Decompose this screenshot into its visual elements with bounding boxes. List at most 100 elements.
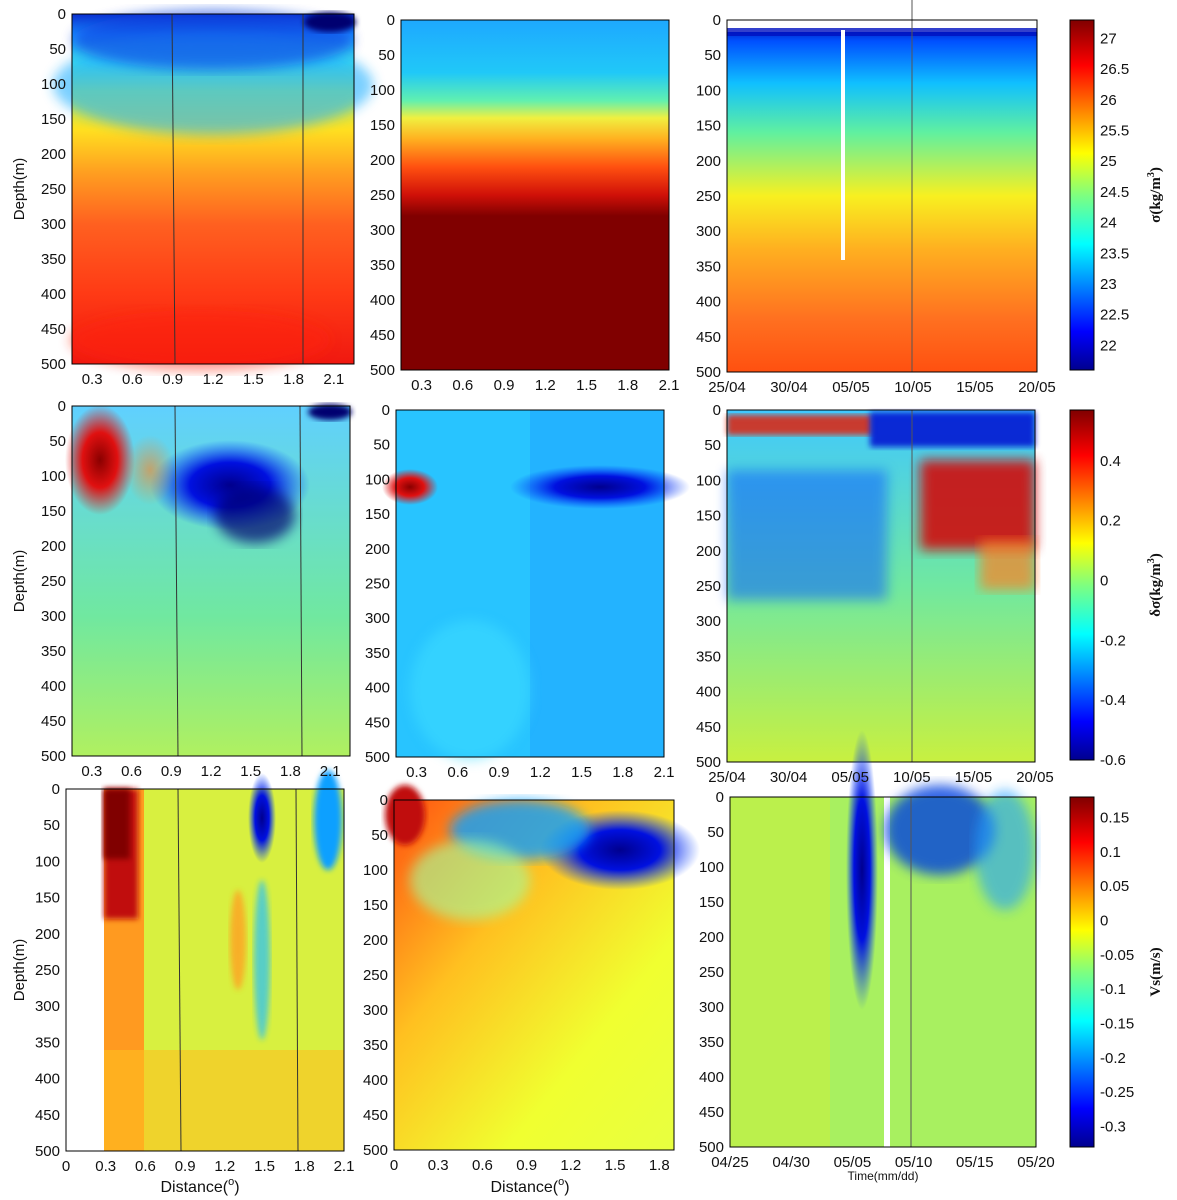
x-tick-label: 1.8 xyxy=(617,377,638,394)
y-tick-label: 300 xyxy=(370,222,395,239)
x-tick-label: 1.5 xyxy=(254,1158,275,1175)
colorbar-tick-label: 0 xyxy=(1100,913,1108,930)
x-tick-label: 0.6 xyxy=(135,1158,156,1175)
x-tick-label: 20/05 xyxy=(1018,379,1056,396)
xlabel-time: Time(mm/dd) xyxy=(848,1169,919,1183)
y-tick-label: 150 xyxy=(696,118,721,135)
y-tick-label: 350 xyxy=(35,1034,60,1051)
x-tick-label: 1.8 xyxy=(283,371,304,388)
x-tick-label: 1.8 xyxy=(294,1158,315,1175)
y-tick-label: 200 xyxy=(41,538,66,555)
x-tick-label: 30/04 xyxy=(770,379,808,396)
x-tick-label: 0.3 xyxy=(406,764,427,781)
y-tick-label: 150 xyxy=(699,894,724,911)
y-tick-label: 350 xyxy=(365,645,390,662)
x-tick-label: 04/25 xyxy=(711,1154,749,1171)
x-tick-label: 04/30 xyxy=(772,1154,810,1171)
x-tick-label: 0.9 xyxy=(494,377,515,394)
x-tick-label: 1.5 xyxy=(571,764,592,781)
y-tick-label: 150 xyxy=(696,508,721,525)
x-tick-label: 0.3 xyxy=(82,371,103,388)
x-tick-label: 1.2 xyxy=(203,371,224,388)
x-tick-label: 1.8 xyxy=(612,764,633,781)
y-tick-label: 200 xyxy=(363,932,388,949)
y-tick-label: 400 xyxy=(35,1071,60,1088)
y-tick-label: 300 xyxy=(41,608,66,625)
xlabel-distance-middle: Distance(o) xyxy=(490,1176,569,1196)
x-tick-label: 0 xyxy=(62,1158,70,1175)
y-tick-label: 0 xyxy=(380,792,388,809)
y-tick-label: 0 xyxy=(58,398,66,415)
y-tick-label: 200 xyxy=(696,543,721,560)
y-tick-label: 450 xyxy=(370,327,395,344)
y-tick-label: 0 xyxy=(58,6,66,23)
x-tick-label: 10/05 xyxy=(893,769,931,786)
x-tick-label: 1.5 xyxy=(240,763,261,780)
panel-r2c1-dsigma-distance xyxy=(65,404,352,757)
y-tick-label: 100 xyxy=(365,471,390,488)
y-tick-label: 350 xyxy=(696,648,721,665)
y-tick-label: 50 xyxy=(371,827,388,844)
y-tick-label: 450 xyxy=(696,329,721,346)
y-tick-label: 50 xyxy=(43,817,60,834)
y-tick-label: 500 xyxy=(696,754,721,771)
colorbar-tick-label: 0.1 xyxy=(1100,844,1121,861)
x-tick-label: 0.9 xyxy=(489,764,510,781)
colorbar-tick-label: 25 xyxy=(1100,153,1117,170)
x-tick-label: 1.2 xyxy=(560,1157,581,1174)
panel-r3c2-vs-model xyxy=(385,785,700,1151)
x-tick-label: 2.1 xyxy=(654,764,675,781)
colorbar-tick-label: -0.25 xyxy=(1100,1084,1134,1101)
x-tick-label: 1.2 xyxy=(530,764,551,781)
cblabel-sigma: σ(kg/m3) xyxy=(1146,167,1164,223)
y-tick-label: 250 xyxy=(696,188,721,205)
y-tick-label: 150 xyxy=(363,897,388,914)
x-tick-label: 15/05 xyxy=(955,769,993,786)
x-tick-label: 05/15 xyxy=(956,1154,994,1171)
y-tick-label: 450 xyxy=(699,1104,724,1121)
y-tick-label: 0 xyxy=(52,781,60,798)
y-tick-label: 150 xyxy=(370,117,395,134)
y-tick-label: 300 xyxy=(699,999,724,1016)
x-tick-label: 0.3 xyxy=(428,1157,449,1174)
y-tick-label: 250 xyxy=(41,181,66,198)
x-tick-label: 2.1 xyxy=(659,377,680,394)
y-tick-label: 400 xyxy=(365,680,390,697)
x-tick-label: 0.6 xyxy=(452,377,473,394)
y-tick-label: 150 xyxy=(35,890,60,907)
y-tick-label: 200 xyxy=(696,153,721,170)
panel-r2c2-dsigma-model xyxy=(382,409,690,760)
colorbar-tick-label: 0 xyxy=(1100,573,1108,590)
y-tick-label: 500 xyxy=(41,748,66,765)
x-tick-label: 25/04 xyxy=(708,769,746,786)
y-tick-label: 350 xyxy=(696,258,721,275)
x-tick-label: 0.6 xyxy=(121,763,142,780)
y-tick-label: 300 xyxy=(696,223,721,240)
colorbar-tick-label: 24 xyxy=(1100,215,1117,232)
ylabel-row3: Depth(m) xyxy=(11,939,28,1002)
x-tick-label: 2.1 xyxy=(323,371,344,388)
colorbar-tick-label: -0.2 xyxy=(1100,1050,1126,1067)
y-tick-label: 100 xyxy=(41,468,66,485)
y-tick-label: 300 xyxy=(35,998,60,1015)
y-tick-label: 250 xyxy=(363,967,388,984)
y-tick-label: 350 xyxy=(370,257,395,274)
y-tick-label: 350 xyxy=(363,1037,388,1054)
x-tick-label: 1.8 xyxy=(280,763,301,780)
y-tick-label: 300 xyxy=(696,613,721,630)
y-tick-label: 100 xyxy=(363,862,388,879)
x-tick-label: 0.9 xyxy=(162,371,183,388)
colorbar-sigma xyxy=(1069,19,1095,371)
y-tick-label: 500 xyxy=(363,1142,388,1159)
y-tick-label: 0 xyxy=(713,402,721,419)
panel-r1c1-sigma-distance xyxy=(53,10,373,370)
colorbar-tick-label: 0.4 xyxy=(1100,453,1121,470)
x-tick-label: 1.2 xyxy=(535,377,556,394)
x-tick-label: 25/04 xyxy=(708,379,746,396)
x-tick-label: 15/05 xyxy=(956,379,994,396)
x-tick-label: 0.9 xyxy=(516,1157,537,1174)
y-tick-label: 50 xyxy=(378,47,395,64)
y-tick-label: 500 xyxy=(365,749,390,766)
x-tick-label: 0.6 xyxy=(447,764,468,781)
